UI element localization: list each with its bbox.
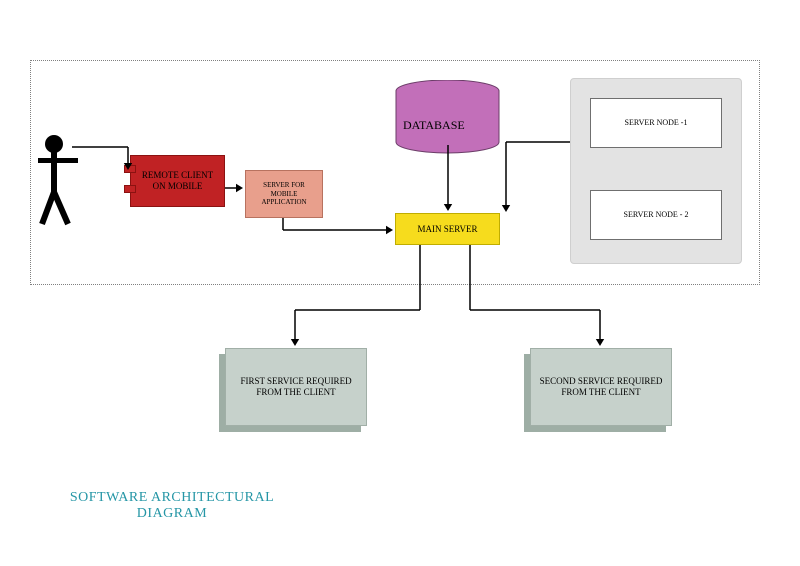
person-icon	[38, 132, 88, 242]
title-line1: SOFTWARE ARCHITECTURAL	[62, 490, 282, 506]
remote-client-label: REMOTE CLIENT ON MOBILE	[131, 166, 224, 196]
component-tag-icon	[124, 185, 136, 193]
remote-client-box: REMOTE CLIENT ON MOBILE	[130, 155, 225, 207]
title-line2: DIAGRAM	[62, 506, 282, 522]
server-mobile-label: SERVER FOR MOBILE APPLICATION	[246, 177, 322, 210]
main-server-label: MAIN SERVER	[413, 220, 481, 239]
database-label: DATABASE	[403, 118, 465, 132]
diagram-title: SOFTWARE ARCHITECTURAL DIAGRAM	[62, 490, 282, 522]
service1-box: FIRST SERVICE REQUIRED FROM THE CLIENT	[225, 348, 367, 426]
main-server-box: MAIN SERVER	[395, 213, 500, 245]
server-node1-box: SERVER NODE -1	[590, 98, 722, 148]
server-node1-label: SERVER NODE -1	[621, 114, 692, 132]
service2-box: SECOND SERVICE REQUIRED FROM THE CLIENT	[530, 348, 672, 426]
server-node2-label: SERVER NODE - 2	[620, 206, 693, 224]
service1-label: FIRST SERVICE REQUIRED FROM THE CLIENT	[226, 372, 366, 402]
component-tag-icon	[124, 165, 136, 173]
server-node2-box: SERVER NODE - 2	[590, 190, 722, 240]
server-mobile-box: SERVER FOR MOBILE APPLICATION	[245, 170, 323, 218]
service2-label: SECOND SERVICE REQUIRED FROM THE CLIENT	[531, 372, 671, 402]
